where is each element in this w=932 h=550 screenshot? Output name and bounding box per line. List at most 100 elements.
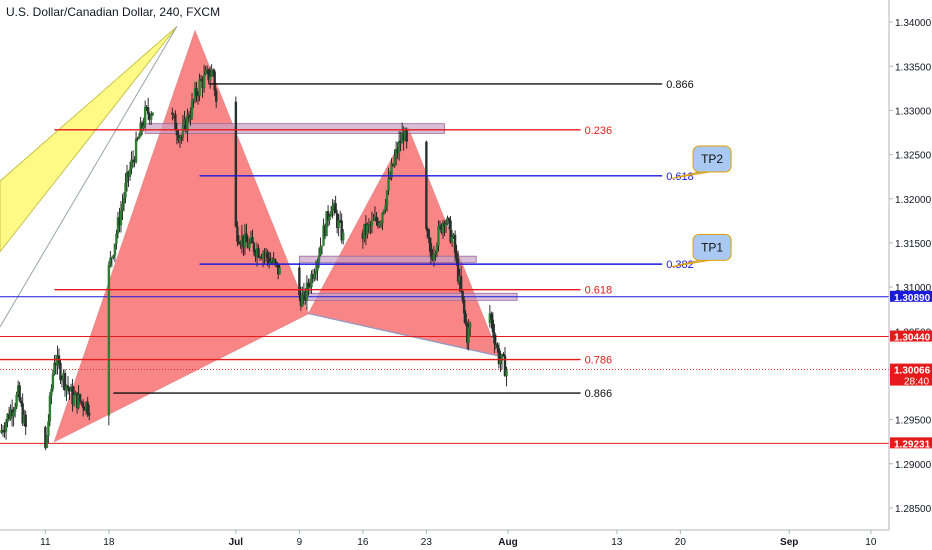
candle-body (431, 256, 434, 260)
price-axis[interactable]: 1.34000 1.33500 1.33000 1.32500 1.32000 1.315… (888, 0, 932, 550)
candle-body (18, 385, 21, 401)
x-tick-label: 20 (675, 537, 687, 548)
callout-label-1: TP2 (701, 152, 723, 166)
candle-body (6, 413, 9, 422)
time-axis[interactable]: 11 18 Jul 9 16 23 Aug 13 20 Sep 10 (0, 529, 889, 550)
candle-body (438, 224, 442, 227)
candle-body (88, 412, 91, 416)
x-tick-label: 23 (421, 537, 433, 548)
candle-body (302, 291, 306, 295)
candle-body (500, 353, 504, 361)
candles-layer (0, 64, 508, 451)
candle-body (208, 76, 212, 81)
candle-body (367, 224, 371, 226)
candle-body (112, 255, 115, 258)
harmonic-triangle-1 (53, 29, 310, 443)
candle-body (390, 163, 393, 179)
candle-body (254, 252, 257, 257)
candle-body (493, 332, 496, 344)
y-tick-label: 1.29000 (895, 460, 932, 471)
price-tag-label-3: 1.30066 (894, 366, 931, 377)
candle-body (183, 119, 186, 125)
candle-body (193, 88, 197, 100)
x-tick-label: 9 (297, 537, 303, 548)
candle-body (210, 69, 213, 77)
candle-body (115, 233, 118, 244)
y-tick-label: 1.31000 (895, 283, 932, 294)
candle-body (234, 101, 238, 227)
candle-body (251, 237, 254, 244)
candle-body (51, 374, 55, 389)
chart-title: U.S. Dollar/Canadian Dollar, 240, FXCM (6, 5, 221, 19)
candle-body (266, 252, 269, 258)
y-tick-label: 1.29500 (895, 416, 932, 427)
candle-body (48, 395, 52, 422)
candle-body (63, 373, 67, 391)
candle-body (59, 362, 62, 381)
candle-body (184, 119, 188, 132)
candle-body (399, 140, 402, 144)
price-tag-3 (890, 363, 932, 386)
x-tick-label: Sep (780, 537, 798, 548)
candle-body (71, 386, 74, 405)
candle-body (207, 69, 210, 81)
take-profit-callouts-layer: TP2 TP1 (671, 145, 732, 268)
candle-body (202, 74, 206, 88)
candle-body (119, 210, 123, 226)
candle-body (397, 140, 401, 153)
candle-body (186, 114, 189, 132)
yellow-harmonic-edge (0, 26, 178, 328)
y-tick-label: 1.28500 (895, 504, 932, 515)
candle-body (130, 159, 133, 169)
candle-body (264, 252, 268, 255)
candle-body (459, 275, 463, 292)
candle-body (425, 141, 428, 229)
candle-body (110, 257, 114, 259)
candle-body (19, 400, 23, 404)
candle-body (81, 402, 85, 409)
candle-body (369, 224, 372, 226)
price-tag-label-4: 1.29231 (894, 439, 931, 450)
candle-body (196, 95, 200, 97)
candle-body (175, 130, 179, 136)
candle-body (385, 190, 389, 206)
candle-body (323, 225, 327, 237)
candle-body (137, 136, 141, 139)
candle-body (378, 222, 381, 227)
candle-body (335, 213, 339, 229)
candle-body (337, 220, 340, 229)
candle-body (376, 221, 380, 227)
candle-body (124, 182, 127, 198)
candle-body (298, 267, 301, 296)
candle-body (338, 220, 342, 222)
candle-body (127, 171, 130, 177)
candle-body (151, 112, 154, 116)
candle-body (319, 246, 322, 256)
candle-body (146, 107, 150, 115)
y-tick-label: 1.31500 (895, 239, 932, 250)
x-tick-label: 13 (611, 537, 623, 548)
y-tick-label: 1.33500 (895, 62, 932, 73)
candle-body (72, 395, 76, 405)
candle-body (248, 242, 251, 249)
candle-body (80, 401, 83, 403)
candle-body (62, 373, 65, 380)
candle-body (273, 259, 277, 263)
candle-body (258, 257, 262, 258)
candle-body (149, 115, 153, 120)
candle-body (122, 197, 126, 204)
candle-body (435, 245, 439, 253)
candle-body (257, 248, 260, 258)
candle-body (499, 360, 502, 365)
candle-body (174, 114, 177, 131)
candle-body (260, 257, 263, 259)
candle-body (490, 313, 493, 320)
candle-body (7, 413, 11, 419)
candle-body (329, 211, 333, 217)
fib-label-6: 0.786 (585, 355, 613, 367)
candle-body (205, 69, 209, 71)
candle-body (388, 177, 392, 179)
candle-body (261, 253, 265, 259)
candle-body (387, 177, 390, 191)
